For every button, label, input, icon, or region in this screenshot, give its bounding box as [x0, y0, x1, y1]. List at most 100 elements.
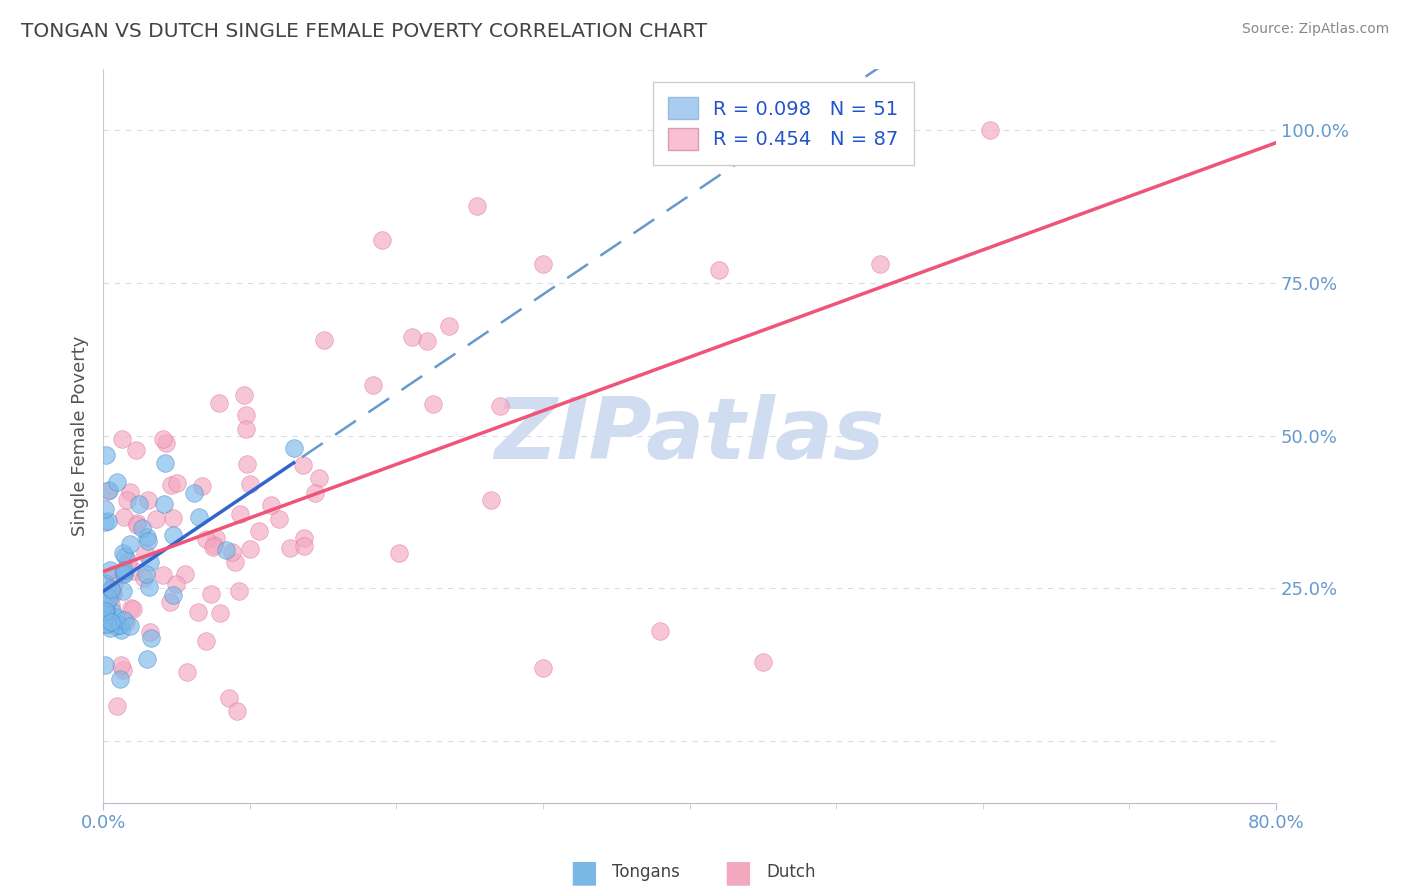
- Point: [979, 122, 1001, 136]
- Point: [125, 516, 148, 531]
- Point: [96, 602, 118, 616]
- Point: [437, 319, 460, 334]
- Point: [136, 652, 159, 666]
- Point: [112, 565, 135, 579]
- Point: [191, 479, 214, 493]
- Point: [98, 563, 121, 577]
- Point: [94, 604, 117, 618]
- Point: [239, 542, 262, 557]
- Point: [98, 591, 121, 606]
- Point: [98, 621, 121, 635]
- Point: [128, 497, 150, 511]
- Point: [111, 584, 134, 599]
- Point: [122, 565, 145, 579]
- Point: [218, 691, 240, 706]
- Point: [752, 655, 775, 669]
- Point: [228, 584, 250, 599]
- Point: [94, 613, 117, 627]
- Point: [194, 633, 217, 648]
- Point: [162, 511, 184, 525]
- Point: [202, 540, 225, 554]
- Point: [267, 512, 290, 526]
- Point: [465, 199, 488, 213]
- Point: [125, 517, 148, 532]
- Point: [229, 507, 252, 521]
- Point: [114, 549, 136, 564]
- Point: [111, 546, 134, 560]
- Point: [132, 571, 155, 585]
- Point: [194, 532, 217, 546]
- Point: [312, 333, 335, 347]
- Point: [200, 587, 222, 601]
- Point: [233, 388, 256, 402]
- Point: [173, 567, 195, 582]
- Point: [136, 533, 159, 548]
- Point: [208, 396, 231, 410]
- Point: [121, 602, 143, 616]
- Point: [100, 615, 122, 629]
- Point: [120, 485, 142, 500]
- Point: [208, 607, 231, 621]
- Point: [869, 257, 891, 271]
- Point: [152, 497, 174, 511]
- Point: [138, 555, 160, 569]
- Point: [111, 663, 134, 677]
- Point: [94, 448, 117, 462]
- Point: [283, 441, 305, 455]
- Point: [176, 665, 198, 680]
- Point: [110, 623, 132, 637]
- Point: [278, 541, 301, 556]
- Point: [94, 595, 117, 609]
- Text: Source: ZipAtlas.com: Source: ZipAtlas.com: [1241, 22, 1389, 37]
- Text: ZIPatlas: ZIPatlas: [495, 394, 884, 477]
- Point: [112, 563, 135, 577]
- Point: [489, 399, 512, 413]
- Point: [479, 493, 502, 508]
- Point: [531, 257, 554, 271]
- Point: [153, 456, 176, 470]
- Point: [124, 442, 146, 457]
- Point: [707, 263, 730, 277]
- Point: [134, 546, 156, 560]
- Point: [112, 613, 135, 627]
- Point: [235, 422, 257, 436]
- Point: [110, 658, 132, 673]
- Point: [110, 618, 132, 632]
- Point: [135, 529, 157, 543]
- Point: [247, 524, 270, 538]
- Point: [112, 510, 135, 524]
- Point: [152, 568, 174, 582]
- Point: [401, 329, 423, 343]
- Point: [94, 605, 117, 619]
- Point: [160, 478, 183, 492]
- Text: TONGAN VS DUTCH SINGLE FEMALE POVERTY CORRELATION CHART: TONGAN VS DUTCH SINGLE FEMALE POVERTY CO…: [21, 22, 707, 41]
- Text: Tongans: Tongans: [612, 863, 679, 881]
- Point: [117, 554, 139, 568]
- Point: [93, 617, 115, 632]
- Point: [114, 566, 136, 581]
- Point: [105, 699, 128, 714]
- Point: [304, 486, 326, 500]
- Point: [235, 408, 257, 422]
- Point: [188, 509, 211, 524]
- Point: [136, 493, 159, 508]
- Point: [221, 545, 243, 559]
- Point: [183, 485, 205, 500]
- Point: [152, 433, 174, 447]
- Point: [117, 492, 139, 507]
- Point: [239, 476, 262, 491]
- Point: [202, 538, 225, 552]
- Point: [388, 546, 411, 560]
- Text: ■: ■: [724, 858, 752, 887]
- Point: [370, 233, 392, 247]
- Legend: R = 0.098   N = 51, R = 0.454   N = 87: R = 0.098 N = 51, R = 0.454 N = 87: [652, 82, 914, 165]
- Text: ■: ■: [569, 858, 598, 887]
- Point: [104, 609, 127, 624]
- Point: [114, 615, 136, 629]
- Point: [120, 619, 142, 633]
- Point: [236, 457, 259, 471]
- Point: [422, 397, 444, 411]
- Point: [112, 566, 135, 581]
- Point: [308, 471, 330, 485]
- Point: [155, 436, 177, 450]
